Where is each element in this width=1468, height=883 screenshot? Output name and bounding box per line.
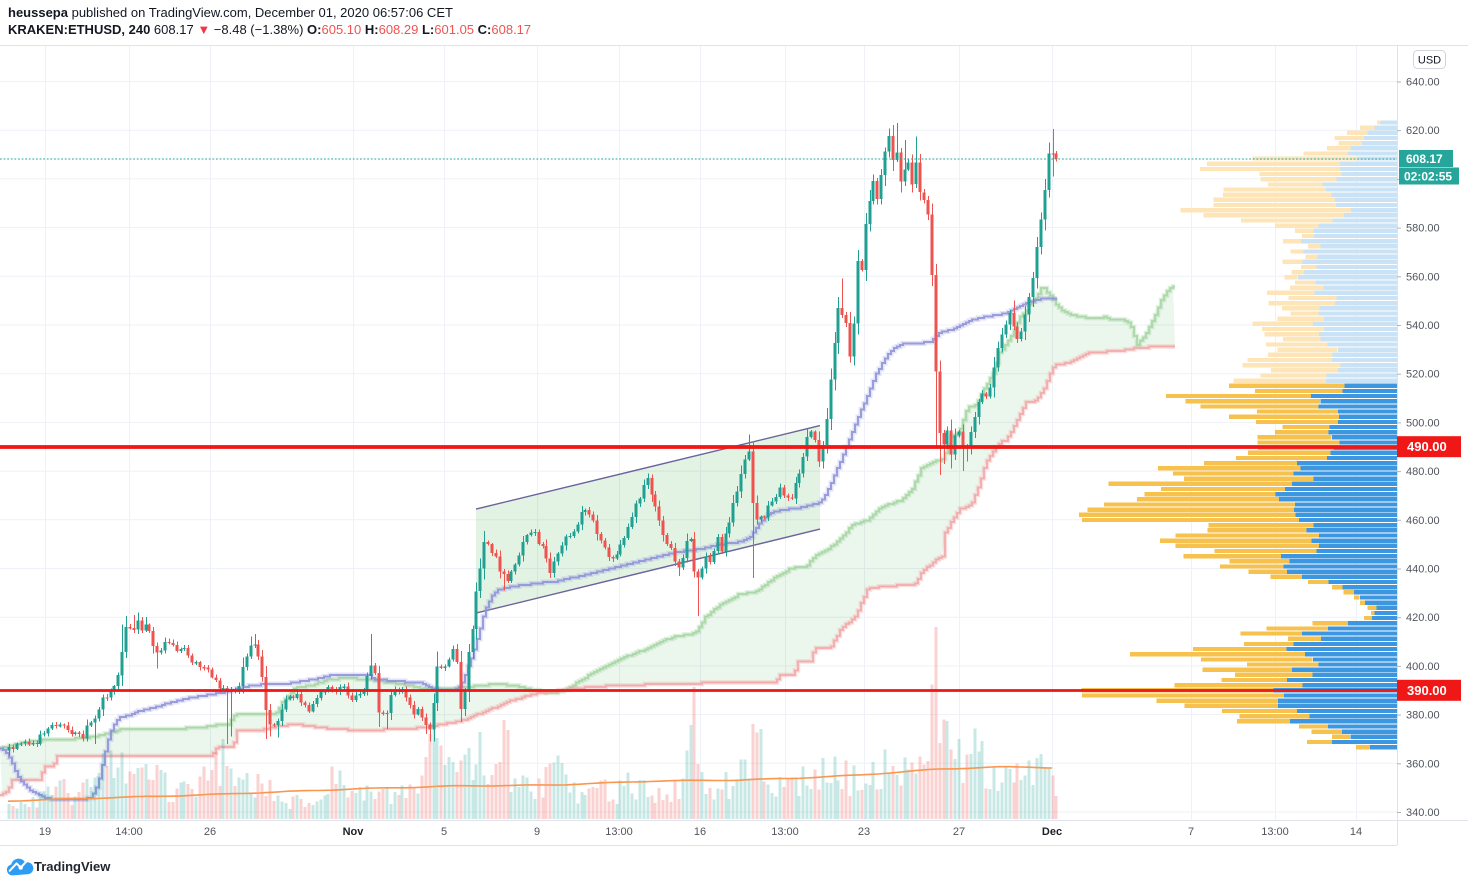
svg-text:620.00: 620.00	[1406, 125, 1440, 137]
svg-text:16: 16	[694, 826, 706, 838]
svg-text:14: 14	[1350, 826, 1362, 838]
svg-text:13:00: 13:00	[771, 826, 799, 838]
svg-text:440.00: 440.00	[1406, 564, 1440, 576]
svg-text:400.00: 400.00	[1406, 661, 1440, 673]
svg-text:490.00: 490.00	[1407, 439, 1447, 454]
svg-text:5: 5	[441, 826, 447, 838]
svg-text:27: 27	[953, 826, 965, 838]
svg-text:7: 7	[1188, 826, 1194, 838]
svg-text:19: 19	[39, 826, 51, 838]
svg-text:360.00: 360.00	[1406, 758, 1440, 770]
svg-text:9: 9	[534, 826, 540, 838]
svg-text:340.00: 340.00	[1406, 807, 1440, 819]
svg-text:520.00: 520.00	[1406, 369, 1440, 381]
svg-text:390.00: 390.00	[1407, 683, 1447, 698]
svg-text:23: 23	[858, 826, 870, 838]
svg-text:540.00: 540.00	[1406, 320, 1440, 332]
svg-text:380.00: 380.00	[1406, 710, 1440, 722]
svg-text:heussepa published on TradingV: heussepa published on TradingView.com, D…	[8, 5, 453, 20]
svg-text:13:00: 13:00	[605, 826, 633, 838]
svg-text:560.00: 560.00	[1406, 271, 1440, 283]
svg-text:500.00: 500.00	[1406, 417, 1440, 429]
svg-text:13:00: 13:00	[1261, 826, 1289, 838]
svg-text:14:00: 14:00	[115, 826, 143, 838]
svg-text:Dec: Dec	[1042, 826, 1062, 838]
svg-text:USD: USD	[1418, 55, 1441, 67]
svg-text:TradingView: TradingView	[34, 859, 111, 874]
svg-text:26: 26	[204, 826, 216, 838]
svg-text:460.00: 460.00	[1406, 515, 1440, 527]
svg-text:580.00: 580.00	[1406, 223, 1440, 235]
svg-text:KRAKEN:ETHUSD, 240 608.17 ▼ −: KRAKEN:ETHUSD, 240 608.17 ▼ −8.48 (−1.38…	[8, 22, 531, 37]
svg-text:608.17: 608.17	[1406, 152, 1443, 166]
svg-text:640.00: 640.00	[1406, 77, 1440, 89]
svg-text:480.00: 480.00	[1406, 466, 1440, 478]
svg-text:420.00: 420.00	[1406, 612, 1440, 624]
svg-text:Nov: Nov	[343, 826, 365, 838]
svg-text:02:02:55: 02:02:55	[1404, 170, 1452, 184]
